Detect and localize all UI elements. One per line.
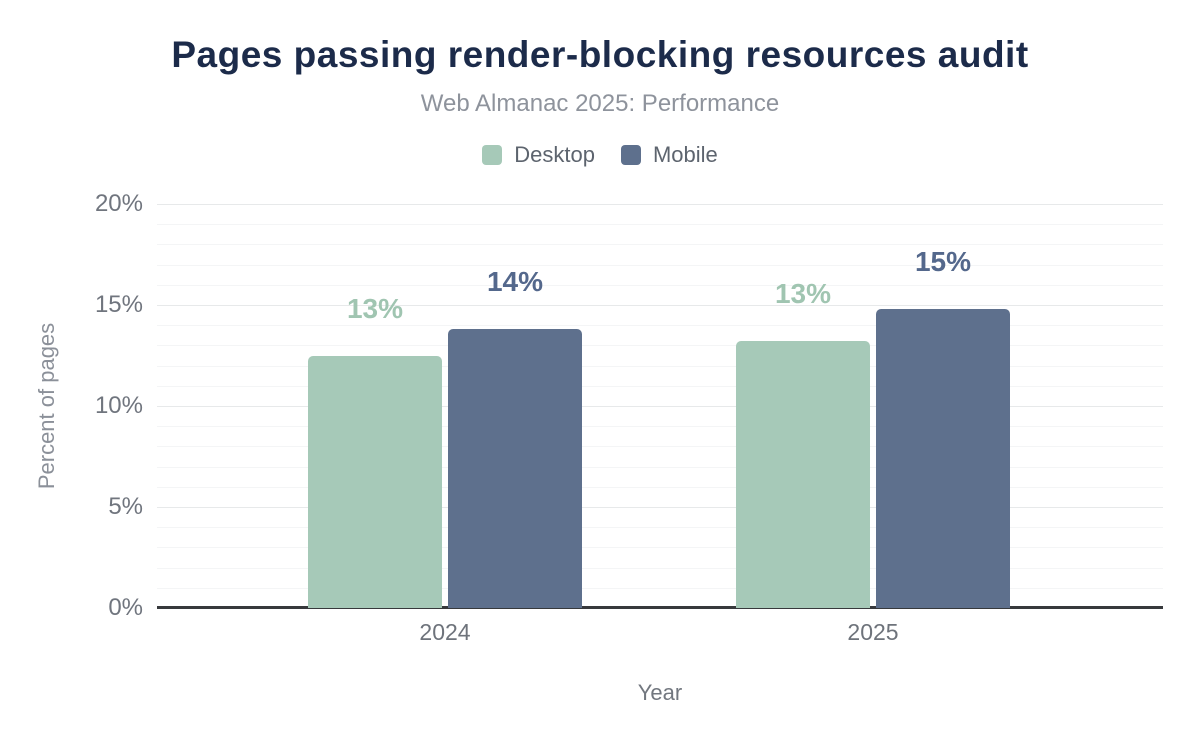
x-axis-line [157,606,1163,609]
y-tick-label: 10% [94,392,143,419]
bar-value-label: 13% [774,278,832,310]
gridline-minor [157,264,1163,266]
x-tick-label: 2024 [419,619,471,645]
gridline-major [157,507,1163,508]
gridline-minor [157,527,1163,529]
gridline-minor [157,466,1163,468]
gridline-minor [157,244,1163,246]
gridline-major [157,305,1163,306]
gridline-minor [157,486,1163,488]
chart-subtitle: Web Almanac 2025: Performance [420,90,780,117]
gridline-minor [157,284,1163,286]
gridline-minor [157,547,1163,549]
x-axis-title: Year [637,680,683,705]
gridline-minor [157,325,1163,327]
gridline-major [157,204,1163,205]
gridline-minor [157,446,1163,448]
y-tick-label: 20% [94,190,143,217]
x-tick-label: 2025 [847,619,899,645]
gridline-major [157,406,1163,407]
gridline-minor [157,345,1163,347]
gridline-minor [157,365,1163,367]
bar-value-label: 13% [346,292,404,324]
legend: Desktop Mobile [0,142,1200,168]
bar-value-label: 14% [486,266,544,298]
legend-item-desktop: Desktop [482,142,595,168]
gridline-minor [157,385,1163,387]
gridline-minor [157,587,1163,589]
gridline-minor [157,426,1163,428]
y-tick-label: 15% [94,291,143,318]
legend-label-mobile: Mobile [652,142,718,167]
bar-desktop-2025 [736,341,870,608]
gridline-minor [157,567,1163,569]
bar-mobile-2025 [876,309,1010,608]
legend-item-mobile: Mobile [620,142,718,168]
legend-swatch-desktop [482,145,503,165]
y-tick-label: 0% [108,594,143,621]
y-tick-label: 5% [108,493,143,520]
chart-title: Pages passing render-blocking resources … [171,34,1029,75]
legend-swatch-mobile [620,145,641,165]
bar-value-label: 15% [914,246,972,278]
bar-mobile-2024 [448,329,582,608]
legend-label-desktop: Desktop [514,142,595,167]
gridline-minor [157,224,1163,226]
bar-desktop-2024 [308,355,442,608]
